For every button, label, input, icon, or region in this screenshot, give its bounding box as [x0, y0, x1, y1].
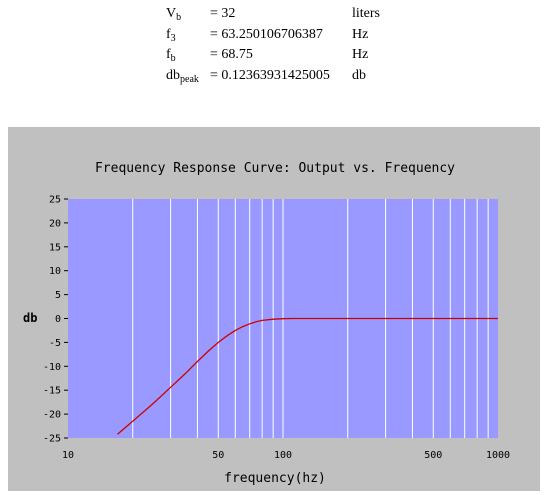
y-tick-label: -5 — [49, 338, 61, 349]
parameter-subscript: b — [170, 53, 176, 65]
equals-sign: = — [210, 6, 218, 22]
parameter-name: Vb — [166, 4, 210, 25]
y-tick-label: -10 — [43, 362, 61, 373]
parameter-symbol: V — [166, 6, 177, 22]
parameter-symbol: f — [166, 47, 171, 63]
x-axis-label: frequency(hz) — [224, 471, 326, 486]
parameter-row: f3 = 63.250106706387 Hz — [166, 25, 380, 46]
y-tick-label: 5 — [55, 290, 61, 301]
parameter-row: Vb = 32 liters — [166, 4, 380, 25]
parameter-name: f3 — [166, 25, 210, 46]
parameter-value: 63.250106706387 — [221, 26, 323, 42]
y-tick-label: -15 — [43, 386, 61, 397]
response-curve — [117, 317, 498, 435]
parameter-unit: liters — [352, 6, 380, 22]
y-tick-label: 15 — [49, 242, 61, 253]
parameter-table: Vb = 32 liters f3 = 63.250106706387 Hz fb = 68.… — [166, 4, 380, 86]
parameter-value: 32 — [221, 6, 236, 22]
y-tick-label: 25 — [49, 195, 61, 206]
parameter-subscript: peak — [180, 73, 199, 85]
parameter-symbol: f — [166, 26, 171, 42]
parameter-symbol: db — [166, 67, 180, 83]
x-tick-label: 100 — [274, 450, 292, 461]
x-tick-label: 500 — [424, 450, 442, 461]
y-tick-label: 0 — [55, 314, 61, 325]
x-tick-label: 10 — [62, 450, 74, 461]
parameter-value: 68.75 — [221, 47, 253, 63]
parameter-subscript: 3 — [170, 32, 176, 44]
grid-lines — [132, 199, 489, 438]
parameter-value: 0.12363931425005 — [221, 67, 330, 83]
parameter-row: dbpeak = 0.12363931425005 db — [166, 66, 380, 87]
parameter-unit: db — [352, 67, 366, 83]
equals-sign: = — [210, 47, 218, 63]
parameter-subscript: b — [176, 12, 182, 24]
y-tick-label: -25 — [43, 434, 61, 445]
equals-sign: = — [210, 67, 218, 83]
y-tick-label: 10 — [49, 266, 61, 277]
frequency-response-chart: Frequency Response Curve: Output vs. Fre… — [23, 161, 510, 486]
x-tick-label: 1000 — [486, 450, 510, 461]
y-axis-label: db — [23, 311, 37, 325]
parameter-name: fb — [166, 45, 210, 66]
parameter-unit: Hz — [352, 47, 369, 63]
chart-title: Frequency Response Curve: Output vs. Fre… — [95, 161, 455, 176]
y-tick-label: 20 — [49, 218, 61, 229]
parameter-name: dbpeak — [166, 66, 210, 87]
y-tick-label: -20 — [43, 410, 61, 421]
x-tick-label: 50 — [212, 450, 224, 461]
parameter-row: fb = 68.75 Hz — [166, 45, 380, 66]
equals-sign: = — [210, 26, 218, 42]
chart-panel: Frequency Response Curve: Output vs. Fre… — [8, 127, 540, 491]
parameter-unit: Hz — [352, 26, 369, 42]
